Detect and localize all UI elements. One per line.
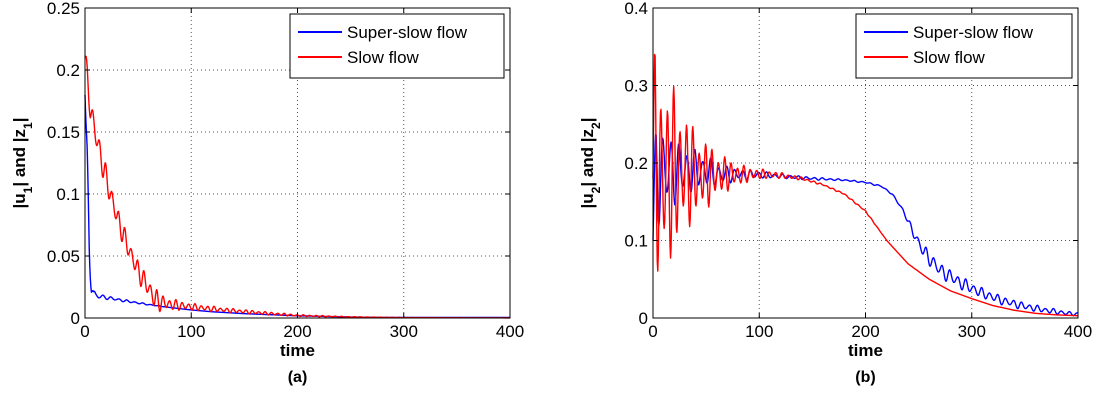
legend-label: Super-slow flow [347, 23, 468, 42]
x-tick-label: 100 [177, 322, 205, 341]
y-tick-label: 0.05 [47, 247, 80, 266]
x-tick-label: 0 [80, 322, 89, 341]
legend-label: Slow flow [913, 48, 986, 67]
y-tick-label: 0.2 [624, 154, 648, 173]
x-tick-label: 200 [283, 322, 311, 341]
x-tick-label: 400 [1064, 322, 1092, 341]
legend-box [289, 13, 505, 79]
y-tick-label: 0.2 [56, 61, 80, 80]
y-tick-label: 0.15 [47, 123, 80, 142]
y-tick-label: 0.3 [624, 77, 648, 96]
x-tick-label: 200 [851, 322, 879, 341]
legend: Super-slow flow Slow flow [289, 13, 505, 79]
y-tick-label: 0.1 [56, 185, 80, 204]
x-tick-label: 300 [390, 322, 418, 341]
y-tick-label: 0.25 [47, 0, 80, 18]
legend: Super-slow flow Slow flow [855, 13, 1073, 79]
y-tick-label: 0 [71, 309, 80, 328]
panel-caption: (a) [288, 369, 308, 386]
x-tick-label: 0 [648, 322, 657, 341]
legend-label: Super-slow flow [913, 23, 1034, 42]
x-tick-label: 300 [958, 322, 986, 341]
y-tick-label: 0 [639, 309, 648, 328]
x-axis-label: time [848, 341, 883, 360]
chart-panel-b: 0 100 200 300 400 0 0.1 0.2 0.3 0.4 time |u2| and |… [578, 0, 1092, 386]
chart-panel-a: 0 100 200 300 400 0 0.05 0.1 0.15 0.2 0.25 time |u1|… [10, 0, 524, 386]
series-line-slow [652, 53, 1079, 317]
y-tick-label: 0.1 [624, 232, 648, 251]
legend-label: Slow flow [347, 48, 420, 67]
legend-box [855, 13, 1073, 79]
x-tick-label: 400 [496, 322, 524, 341]
y-tick-label: 0.4 [624, 0, 648, 18]
x-tick-label: 100 [745, 322, 773, 341]
panel-caption: (b) [855, 369, 875, 386]
x-axis-label: time [280, 341, 315, 360]
y-axis-label: |u1| and |z1| [10, 118, 35, 209]
y-axis-label: |u2| and |z2| [578, 118, 603, 209]
series-line-super-slow [652, 133, 1079, 317]
